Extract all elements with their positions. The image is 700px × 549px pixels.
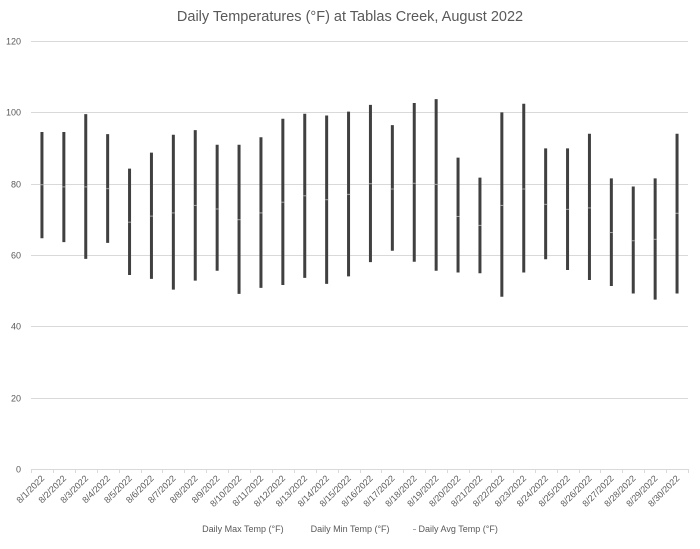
y-tick-label: 40 bbox=[11, 322, 21, 332]
y-tick-label: 100 bbox=[6, 108, 21, 118]
legend-item-max: Daily Max Temp (°F) bbox=[202, 524, 283, 534]
y-tick-label: 60 bbox=[11, 251, 21, 261]
y-tick-label: 20 bbox=[11, 394, 21, 404]
legend-label: Daily Max Temp (°F) bbox=[202, 524, 284, 534]
chart-title: Daily Temperatures (°F) at Tablas Creek,… bbox=[176, 9, 524, 25]
legend-label: Daily Avg Temp (°F) bbox=[418, 524, 498, 534]
y-tick-label: 80 bbox=[11, 180, 21, 190]
y-tick-label: 120 bbox=[6, 37, 21, 47]
y-tick-label: 0 bbox=[16, 465, 21, 475]
legend-item-avg: Daily Avg Temp (°F) bbox=[412, 524, 498, 534]
legend-item-min: Daily Min Temp (°F) bbox=[311, 524, 390, 534]
legend-label: Daily Min Temp (°F) bbox=[310, 524, 390, 534]
legend: Daily Max Temp (°F) Daily Min Temp (°F) … bbox=[0, 524, 700, 534]
avg-marker-icon bbox=[412, 528, 416, 530]
